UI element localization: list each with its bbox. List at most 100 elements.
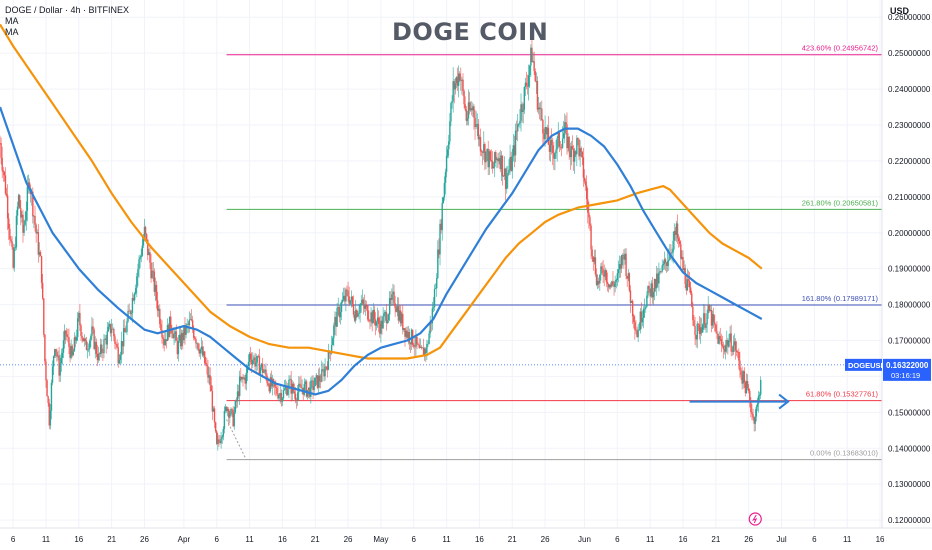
- candle-body[interactable]: [361, 299, 364, 303]
- candle-body[interactable]: [353, 314, 356, 321]
- candle-body[interactable]: [240, 376, 242, 380]
- candle-body[interactable]: [456, 77, 459, 86]
- candle-body[interactable]: [607, 283, 610, 288]
- candle-body[interactable]: [694, 326, 696, 335]
- candle-body[interactable]: [413, 344, 415, 347]
- candle-body[interactable]: [124, 328, 126, 333]
- candle-body[interactable]: [553, 152, 555, 159]
- candle-body[interactable]: [467, 102, 470, 119]
- candle-body[interactable]: [252, 360, 254, 365]
- candle-body[interactable]: [78, 312, 80, 319]
- candle-body[interactable]: [664, 259, 667, 263]
- candle-body[interactable]: [205, 362, 207, 365]
- candle-body[interactable]: [305, 381, 308, 397]
- candle-body[interactable]: [735, 350, 738, 353]
- candle-body[interactable]: [563, 133, 565, 139]
- candle-body[interactable]: [402, 313, 404, 331]
- candle-body[interactable]: [537, 107, 540, 110]
- candle-body[interactable]: [260, 363, 263, 368]
- candle-body[interactable]: [671, 252, 673, 254]
- candle-body[interactable]: [396, 306, 399, 312]
- candle-body[interactable]: [734, 341, 737, 351]
- candle-body[interactable]: [311, 380, 313, 382]
- candle-body[interactable]: [175, 331, 177, 341]
- candle-body[interactable]: [474, 117, 476, 127]
- candle-body[interactable]: [368, 319, 370, 322]
- candle-body[interactable]: [151, 270, 153, 279]
- candle-body[interactable]: [213, 408, 216, 423]
- candle-body[interactable]: [346, 289, 348, 291]
- candle-body[interactable]: [465, 109, 467, 121]
- candle-body[interactable]: [571, 146, 574, 150]
- candle-body[interactable]: [164, 339, 166, 346]
- candle-body[interactable]: [626, 276, 628, 279]
- candle-body[interactable]: [322, 369, 324, 370]
- candle-body[interactable]: [148, 252, 150, 256]
- candle-body[interactable]: [15, 215, 18, 248]
- candle-body[interactable]: [247, 361, 250, 367]
- candle-body[interactable]: [145, 234, 148, 240]
- candle-body[interactable]: [401, 313, 403, 324]
- candle-body[interactable]: [718, 336, 720, 344]
- candle-body[interactable]: [581, 151, 584, 158]
- candle-body[interactable]: [414, 346, 416, 348]
- candle-body[interactable]: [94, 341, 96, 349]
- candle-body[interactable]: [176, 340, 179, 355]
- candle-body[interactable]: [429, 323, 431, 334]
- candle-body[interactable]: [174, 331, 176, 334]
- candle-body[interactable]: [93, 329, 95, 349]
- candle-body[interactable]: [554, 153, 556, 159]
- candle-body[interactable]: [635, 329, 637, 332]
- candle-body[interactable]: [617, 269, 620, 274]
- candle-body[interactable]: [155, 284, 158, 301]
- candle-body[interactable]: [173, 333, 175, 339]
- candle-body[interactable]: [330, 345, 333, 354]
- candle-body[interactable]: [334, 316, 336, 326]
- candle-body[interactable]: [202, 351, 205, 356]
- candle-body[interactable]: [208, 375, 210, 378]
- candle-body[interactable]: [538, 107, 541, 109]
- candle-body[interactable]: [161, 329, 163, 338]
- candle-body[interactable]: [141, 245, 143, 256]
- candle-body[interactable]: [60, 357, 62, 364]
- candle-body[interactable]: [349, 300, 351, 304]
- candle-body[interactable]: [233, 412, 235, 427]
- candle-body[interactable]: [561, 138, 564, 148]
- candle-body[interactable]: [310, 380, 312, 397]
- candle-body[interactable]: [708, 305, 710, 311]
- candle-body[interactable]: [756, 403, 759, 407]
- candle-body[interactable]: [541, 108, 543, 121]
- candle-body[interactable]: [84, 338, 87, 341]
- candle-body[interactable]: [439, 223, 441, 255]
- candle-body[interactable]: [540, 108, 542, 110]
- candle-body[interactable]: [390, 297, 392, 300]
- candle-body[interactable]: [106, 331, 108, 345]
- candle-body[interactable]: [369, 321, 371, 322]
- candle-body[interactable]: [342, 295, 345, 300]
- candle-body[interactable]: [37, 232, 40, 255]
- candle-body[interactable]: [668, 259, 670, 262]
- candle-body[interactable]: [231, 408, 233, 410]
- candle-body[interactable]: [434, 288, 437, 289]
- candle-body[interactable]: [502, 176, 505, 177]
- candle-body[interactable]: [591, 249, 593, 257]
- candle-body[interactable]: [630, 300, 633, 303]
- candle-body[interactable]: [696, 323, 698, 340]
- candle-body[interactable]: [244, 377, 246, 384]
- candle-body[interactable]: [178, 334, 181, 341]
- candle-body[interactable]: [345, 289, 347, 302]
- candle-body[interactable]: [681, 256, 683, 259]
- candle-body[interactable]: [10, 239, 12, 242]
- candle-body[interactable]: [659, 271, 661, 273]
- candle-body[interactable]: [658, 272, 660, 284]
- candle-body[interactable]: [451, 101, 453, 104]
- candle-body[interactable]: [480, 151, 483, 153]
- candle-body[interactable]: [510, 157, 512, 171]
- candle-body[interactable]: [200, 346, 203, 350]
- candle-body[interactable]: [102, 352, 104, 354]
- candle-body[interactable]: [601, 266, 603, 270]
- candle-body[interactable]: [453, 81, 455, 90]
- candle-body[interactable]: [216, 431, 218, 444]
- candle-body[interactable]: [500, 155, 503, 170]
- indicator-ma-2[interactable]: MA: [5, 27, 19, 37]
